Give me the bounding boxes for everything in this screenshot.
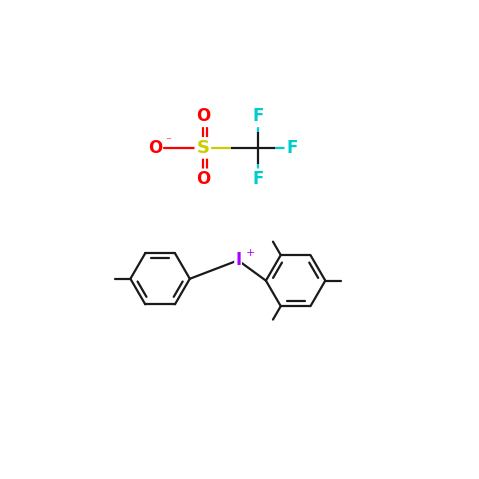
Text: ⁻: ⁻: [166, 136, 171, 146]
Text: S: S: [196, 139, 209, 157]
Text: F: F: [286, 139, 297, 157]
Text: I: I: [235, 251, 241, 269]
Text: O: O: [196, 107, 210, 125]
Text: O: O: [196, 170, 210, 188]
Text: +: +: [246, 248, 256, 258]
Text: F: F: [253, 107, 264, 125]
Text: F: F: [253, 170, 264, 188]
Text: O: O: [148, 139, 162, 157]
